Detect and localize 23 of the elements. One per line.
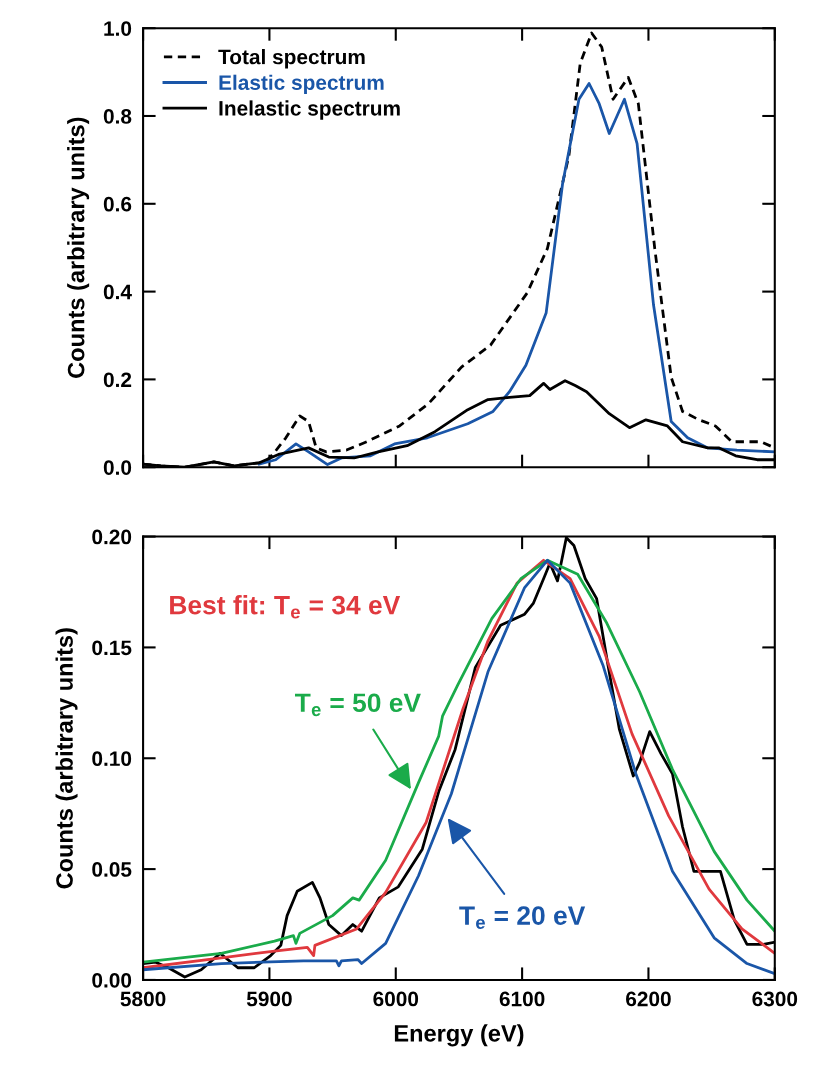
x-tick-label: 5800	[120, 991, 166, 1007]
y-tick-label: 0.8	[103, 108, 132, 124]
y-tick-label: 0.10	[92, 751, 132, 767]
y-tick-label: 0.4	[103, 284, 132, 300]
legend-label: Total spectrum	[218, 49, 365, 69]
y-axis-title: Counts (arbitrary units)	[67, 117, 90, 378]
legend-label: Elastic spectrum	[219, 74, 384, 95]
y-tick-label: 0.6	[103, 196, 132, 212]
y-tick-label: 0.20	[92, 529, 132, 545]
x-tick-label: 5900	[246, 991, 292, 1007]
x-tick-label: 6100	[499, 991, 545, 1007]
y-tick-label: 0.0	[103, 460, 132, 475]
x-tick-label: 6200	[626, 991, 671, 1007]
x-axis-title: Energy (eV)	[394, 1024, 524, 1047]
y-tick-label: 0.00	[92, 972, 132, 988]
y-tick-label: 0.2	[103, 372, 132, 388]
x-tick-label: 6300	[752, 991, 798, 1007]
y-tick-label: 0.05	[92, 862, 132, 877]
y-tick-label: 0.15	[92, 640, 132, 656]
y-axis-title: Counts (arbitrary units)	[55, 628, 78, 889]
y-tick-label: 1.0	[104, 21, 132, 36]
x-tick-label: 6000	[373, 991, 419, 1007]
legend-label: Inelastic spectrum	[219, 100, 400, 120]
